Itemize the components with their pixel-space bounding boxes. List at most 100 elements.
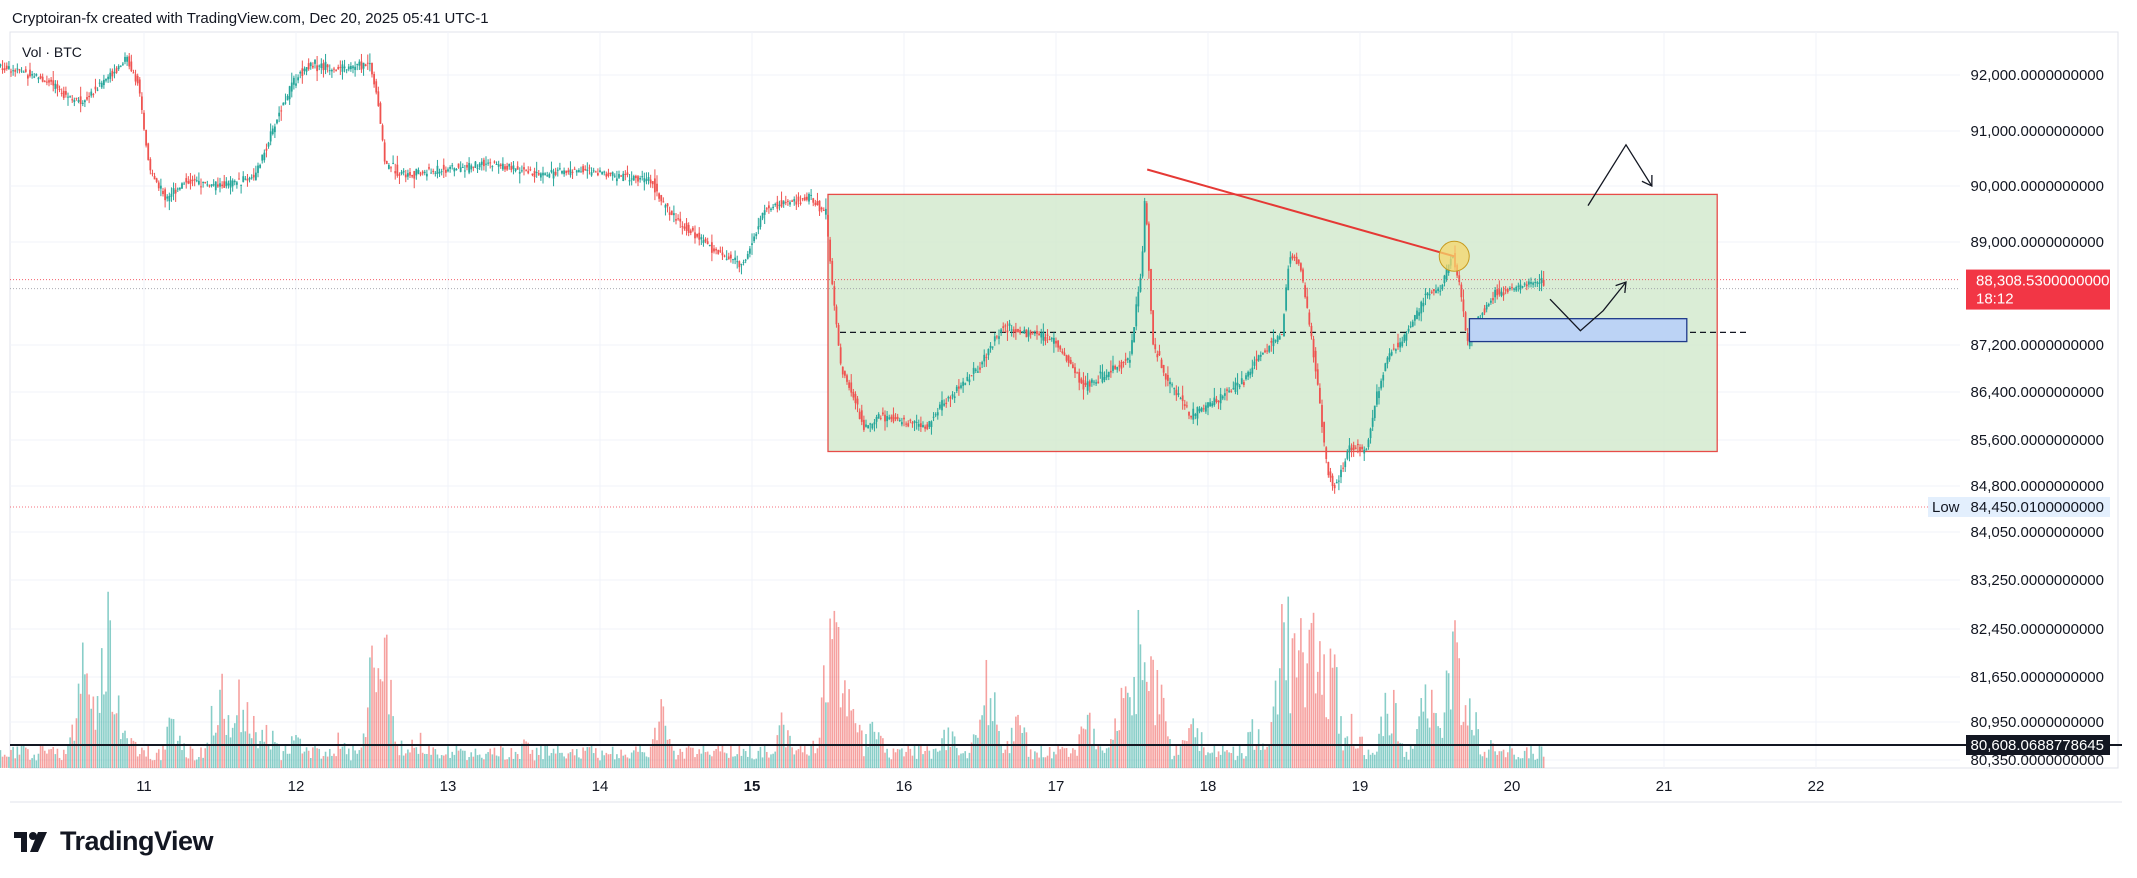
volume-bar — [37, 753, 40, 768]
candle-body — [898, 419, 901, 421]
candle-body — [1506, 289, 1509, 293]
volume-bar — [217, 725, 219, 768]
price-tick-label: 83,250.0000000000 — [1971, 572, 2104, 589]
candle-body — [596, 173, 599, 176]
volume-bar — [229, 737, 232, 768]
candle-body — [561, 170, 563, 174]
volume-bar — [1363, 755, 1366, 768]
volume-bar — [867, 746, 869, 768]
volume-bar — [392, 716, 394, 768]
volume-bar — [168, 717, 171, 768]
volume-bar — [1430, 689, 1433, 768]
candle-body — [337, 66, 340, 70]
candle-body — [556, 169, 559, 171]
volume-bar — [955, 747, 958, 768]
candle-body — [1378, 391, 1380, 399]
volume-bar — [219, 689, 221, 768]
volume-bar — [930, 758, 933, 768]
volume-bar — [360, 747, 363, 768]
volume-bar — [594, 748, 597, 768]
volume-bar — [75, 718, 78, 768]
candle-body — [35, 73, 38, 76]
candle-body — [1029, 332, 1032, 335]
volume-bar — [628, 758, 631, 768]
volume-bar — [242, 709, 245, 768]
volume-bar — [964, 751, 967, 768]
candle-body — [626, 172, 629, 175]
volume-bar — [265, 724, 268, 768]
volume-bar — [890, 759, 893, 768]
candle-body — [1401, 341, 1404, 347]
candle-body — [392, 162, 395, 164]
volume-bar — [12, 746, 14, 768]
volume-bar — [597, 757, 599, 768]
volume-bar — [1382, 736, 1385, 768]
candle-body — [1164, 373, 1167, 380]
volume-bar — [1378, 733, 1380, 768]
candle-body — [740, 263, 743, 266]
volume-bar — [704, 752, 707, 768]
volume-bar — [1513, 754, 1515, 768]
candle-body — [231, 180, 234, 187]
volume-bar — [1308, 629, 1311, 768]
candle-body — [341, 64, 344, 72]
volume-bar — [1194, 737, 1197, 768]
price-tick-label: 84,050.0000000000 — [1971, 524, 2104, 541]
volume-bar — [1095, 749, 1097, 768]
candle-body — [14, 69, 17, 72]
candle-body — [1494, 289, 1497, 298]
candle-body — [609, 172, 612, 174]
volume-bar — [1072, 748, 1074, 768]
candle-body — [685, 222, 688, 231]
volume-bar — [898, 749, 901, 768]
candle-body — [949, 397, 952, 399]
candle-body — [527, 170, 530, 174]
price-tick-label: 81,650.0000000000 — [1971, 669, 2104, 686]
volume-bar — [1420, 698, 1423, 768]
candle-body — [998, 336, 1000, 339]
volume-bar — [18, 754, 21, 768]
volume-bar — [1414, 745, 1416, 768]
candle-body — [26, 75, 29, 79]
tradingview-brand[interactable]: TradingView — [14, 826, 214, 857]
volume-bar — [447, 746, 449, 768]
candle-body — [278, 112, 281, 117]
candle-body — [1318, 387, 1321, 404]
candle-body — [1217, 400, 1220, 403]
volume-bar — [1348, 745, 1351, 768]
volume-bar — [1243, 758, 1245, 768]
candle-body — [307, 63, 310, 70]
volume-bar — [1091, 744, 1093, 768]
volume-bar — [542, 759, 544, 768]
volume-bar — [1103, 752, 1106, 768]
volume-bar — [1498, 751, 1501, 768]
volume-bar — [1304, 707, 1306, 768]
volume-bar — [1314, 693, 1317, 768]
candle-body — [974, 369, 977, 371]
volume-bar — [746, 756, 749, 768]
candle-body — [88, 95, 91, 98]
volume-bar — [480, 757, 483, 768]
volume-bar — [1245, 756, 1247, 768]
volume-bar — [430, 754, 432, 768]
candle-body — [1430, 291, 1433, 293]
volume-bar — [926, 746, 929, 768]
drawings — [10, 143, 2122, 746]
candle-body — [723, 255, 726, 257]
candle-body — [132, 72, 135, 74]
volume-bar — [288, 753, 291, 768]
volume-bar — [599, 760, 601, 768]
candle-body — [563, 170, 566, 175]
volume-bar — [1441, 737, 1444, 768]
volume-bar — [81, 642, 84, 768]
volume-bar — [130, 738, 133, 768]
volume-bar — [1082, 728, 1085, 768]
volume-bar — [717, 745, 720, 768]
candle-body — [628, 180, 631, 182]
volume-bar — [1388, 735, 1391, 768]
volume-bar — [324, 751, 327, 768]
volume-bar — [204, 748, 207, 768]
volume-bar — [1466, 725, 1469, 768]
candle-body — [493, 161, 496, 163]
